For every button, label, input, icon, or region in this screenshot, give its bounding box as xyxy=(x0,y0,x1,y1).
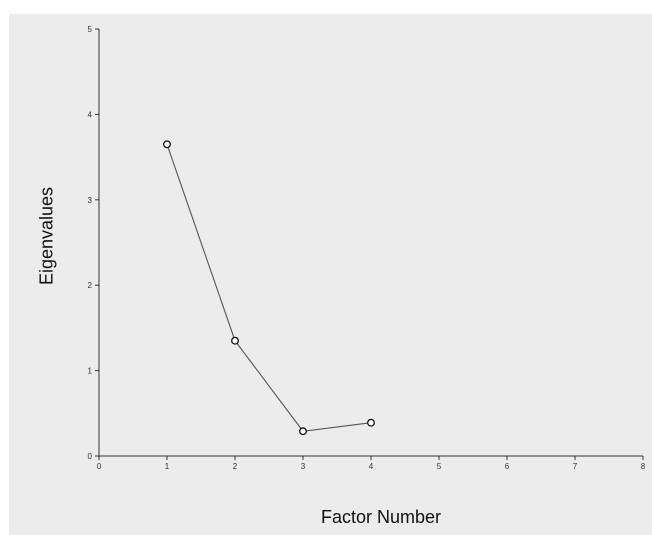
y-tick-label: 4 xyxy=(88,110,93,119)
x-tick-label: 1 xyxy=(165,462,170,471)
x-tick-label: 0 xyxy=(97,462,102,471)
x-tick-label: 7 xyxy=(573,462,578,471)
y-tick-label: 1 xyxy=(88,367,93,376)
y-tick-label: 2 xyxy=(88,281,93,290)
x-axis-title: Factor Number xyxy=(320,507,442,527)
x-axis-ticks: 0 1 2 3 4 5 6 7 8 xyxy=(97,456,646,471)
y-axis-ticks: 0 1 2 3 4 5 xyxy=(88,25,99,461)
y-axis-title: Eigenvalues xyxy=(36,186,57,286)
y-tick-label: 3 xyxy=(88,196,93,205)
x-tick-label: 5 xyxy=(437,462,442,471)
data-point xyxy=(367,418,375,427)
data-point xyxy=(231,336,239,345)
x-tick-label: 3 xyxy=(301,462,306,471)
eigenvalue-points xyxy=(163,140,375,436)
x-tick-label: 6 xyxy=(505,462,510,471)
x-tick-label: 8 xyxy=(641,462,646,471)
data-point xyxy=(299,427,307,436)
y-tick-label: 0 xyxy=(88,452,93,461)
x-tick-label: 4 xyxy=(369,462,374,471)
x-tick-label: 2 xyxy=(233,462,238,471)
eigenvalue-line xyxy=(166,144,372,432)
y-tick-label: 5 xyxy=(88,25,93,34)
chart-panel xyxy=(9,14,652,535)
data-point xyxy=(163,140,171,149)
